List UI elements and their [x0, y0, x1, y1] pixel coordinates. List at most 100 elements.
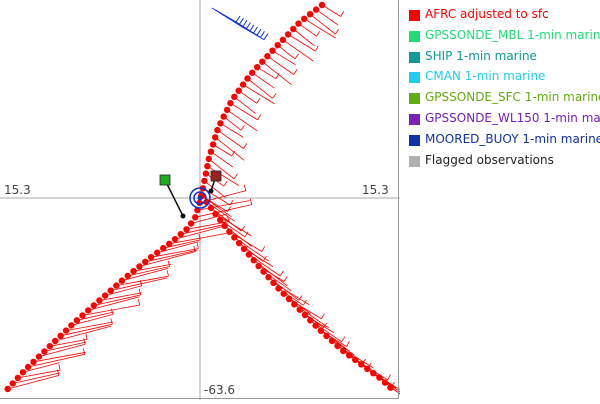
- wind-barb-flag: [243, 184, 247, 191]
- afrc-observation-point: [334, 342, 341, 350]
- wind-barb-flag: [321, 313, 325, 320]
- afrc-observation-point: [280, 290, 287, 297]
- wind-barb-flag: [110, 318, 113, 325]
- afrc-observation-point: [235, 239, 243, 247]
- afrc-observation-point: [265, 274, 272, 281]
- wind-barb: [223, 116, 242, 131]
- afrc-observation-point: [307, 317, 314, 324]
- wind-barb: [282, 39, 314, 62]
- afrc-observation-point: [171, 236, 179, 243]
- wind-barb-flag: [279, 270, 284, 277]
- afrc-observation-point: [24, 363, 32, 371]
- wind-barb-flag: [293, 69, 298, 75]
- moored-buoy-barb-flag: [246, 22, 251, 29]
- wind-barb-flag: [283, 276, 288, 282]
- wind-barb: [242, 84, 275, 105]
- afrc-observation-point: [136, 263, 143, 270]
- afrc-observation-point: [328, 337, 336, 345]
- afrc-observation-point: [113, 282, 120, 289]
- wind-barb-flag: [233, 173, 238, 180]
- wind-barb: [104, 285, 142, 296]
- afrc-observation-point: [340, 347, 347, 355]
- moored-buoy-barb: [239, 25, 265, 41]
- afrc-observation-point: [370, 370, 377, 377]
- afrc-observation-point: [255, 262, 262, 270]
- legend-item: CMAN 1-min marine: [404, 68, 600, 89]
- wind-barb: [226, 109, 258, 132]
- observation-square-marker: [210, 170, 222, 182]
- wind-barb-flag: [223, 180, 228, 187]
- wind-barb: [287, 34, 316, 52]
- wind-barb: [272, 50, 296, 66]
- afrc-observation-point: [317, 327, 325, 334]
- legend-item: GPSSONDE_SFC 1-min marine: [404, 89, 600, 110]
- wind-barb-flag: [256, 98, 261, 104]
- wind-barb: [251, 72, 275, 89]
- wind-barb: [174, 225, 227, 240]
- legend-label: GPSSONDE_WL150 1-min mar: [425, 110, 600, 125]
- legend-swatch: [409, 51, 420, 63]
- wind-barb-flag: [193, 245, 196, 252]
- afrc-observation-point: [264, 53, 271, 60]
- afrc-observation-point: [212, 134, 219, 141]
- afrc-observation-point: [239, 81, 247, 88]
- afrc-observation-point: [177, 231, 184, 238]
- wind-barb-flag: [243, 143, 248, 149]
- legend-label: SHIP 1-min marine: [425, 48, 537, 63]
- afrc-observation-point: [147, 254, 155, 261]
- afrc-observation-point: [101, 292, 109, 299]
- afrc-observation-point: [209, 141, 217, 148]
- afrc-observation-point: [240, 245, 248, 252]
- wind-barb-flag: [334, 28, 340, 35]
- afrc-observation-point: [14, 374, 21, 382]
- wind-barb: [197, 200, 250, 211]
- afrc-observation-point: [312, 322, 319, 329]
- afrc-observation-point: [207, 204, 215, 212]
- afrc-observation-point: [192, 214, 199, 221]
- legend-swatch: [409, 93, 420, 105]
- wind-barb-flag: [166, 270, 169, 277]
- wind-barb: [298, 23, 317, 37]
- moored-buoy-barb-flag: [249, 24, 255, 32]
- wind-barb: [55, 325, 112, 342]
- afrc-observation-point: [279, 36, 287, 43]
- wind-barb: [234, 96, 256, 114]
- afrc-observation-point: [220, 113, 227, 120]
- afrc-observation-point: [352, 356, 359, 364]
- wind-barb: [65, 321, 114, 331]
- afrc-observation-point: [19, 369, 27, 376]
- afrc-observation-point: [364, 365, 371, 372]
- afrc-observation-point: [284, 31, 292, 38]
- wind-barb: [49, 339, 88, 347]
- afrc-observation-point: [46, 343, 53, 350]
- wind-barb: [76, 311, 115, 321]
- legend: AFRC adjusted to sfc GPSSONDE_MBL 1-min m…: [404, 6, 600, 172]
- afrc-observation-point: [9, 380, 16, 387]
- afrc-observation-point: [221, 222, 228, 229]
- afrc-observation-point: [154, 249, 161, 256]
- afrc-observation-point: [183, 226, 190, 233]
- wind-barb: [190, 213, 229, 224]
- wind-barb-flag: [196, 242, 199, 249]
- wind-barb-flag: [110, 308, 114, 315]
- target-circle-outer: [189, 187, 211, 209]
- afrc-observation-point: [249, 69, 256, 76]
- wind-barb: [207, 165, 240, 186]
- wind-barb: [195, 204, 252, 218]
- wind-barb-flag: [275, 73, 280, 79]
- afrc-observation-point: [231, 93, 238, 101]
- wind-barb-flag: [138, 289, 141, 296]
- afrc-observation-point: [301, 311, 309, 319]
- wind-barb: [267, 55, 294, 75]
- wind-barb: [145, 249, 198, 263]
- wind-barb-flag: [261, 246, 266, 252]
- wind-barb: [71, 314, 114, 326]
- chart-plot-area: 15.3 15.3 -63.6: [0, 0, 420, 404]
- afrc-observation-point: [270, 279, 277, 286]
- wind-barb: [139, 251, 196, 267]
- wind-barb: [238, 90, 257, 104]
- afrc-observation-point: [62, 327, 70, 334]
- x-axis-right-label: 15.3: [362, 183, 389, 197]
- moored-buoy-barb-flag: [253, 26, 258, 34]
- wind-barb: [315, 9, 339, 26]
